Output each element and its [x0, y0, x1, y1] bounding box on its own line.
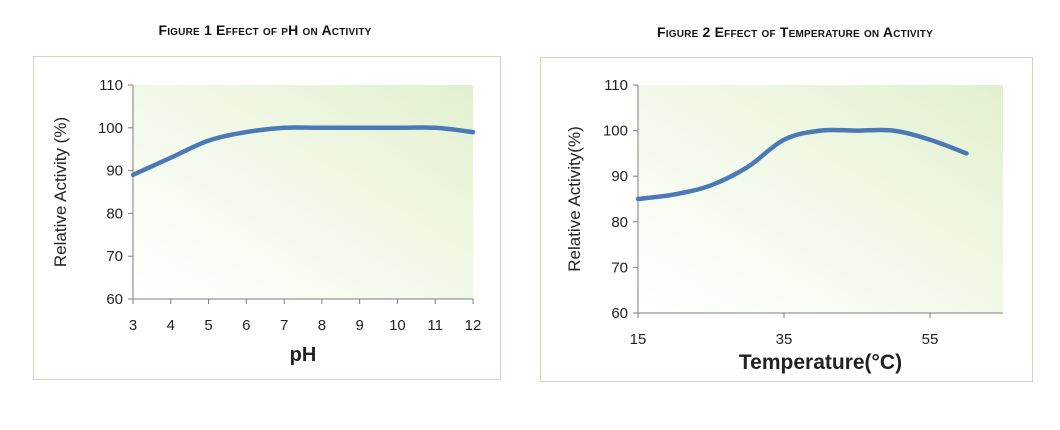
y-tick-label: 90	[106, 163, 123, 180]
x-tick-label: 7	[280, 317, 288, 334]
x-tick-label: 5	[204, 317, 212, 334]
x-axis-title: pH	[290, 344, 317, 366]
y-tick-label: 100	[98, 120, 123, 137]
y-tick-label: 60	[611, 305, 628, 322]
series-line	[635, 127, 969, 202]
x-tick-label: 8	[318, 317, 326, 334]
y-tick-label: 110	[604, 77, 628, 94]
chart-2: 60 70 80 90 100 110 15 35 55 Temperature(°C) Relat…	[565, 77, 1003, 374]
figure-2-title: Figure 2 Effect of Temperature on Activi…	[657, 24, 933, 40]
series-line	[130, 125, 476, 178]
x-tick-label: 55	[922, 331, 939, 348]
y-tick-label: 70	[611, 259, 628, 276]
x-axis-title: Temperature(°C)	[739, 351, 902, 374]
y-tick-label: 60	[106, 291, 123, 308]
y-tick-label: 90	[611, 168, 628, 185]
x-tick-label: 3	[129, 317, 137, 334]
figure-1-title: Figure 1 Effect of pH on Activity	[158, 22, 372, 38]
y-tick-label: 100	[603, 123, 628, 140]
plot-area	[133, 85, 473, 299]
x-tick-label: 11	[427, 317, 443, 334]
x-tick-label: 6	[242, 317, 250, 334]
x-tick-label: 10	[389, 317, 406, 334]
chart-1: 60 70 80 90 100 110 3 4 5 6 7 8 9 10 11 12 pH Relative Ac…	[51, 77, 481, 366]
x-tick-label: 15	[630, 331, 647, 348]
y-tick-label: 80	[611, 214, 628, 231]
x-tick-label: 4	[167, 317, 175, 334]
x-tick-label: 35	[776, 331, 793, 348]
plot-area	[638, 85, 1003, 313]
y-tick-label: 70	[106, 248, 123, 265]
x-tick-label: 9	[355, 317, 363, 334]
x-tick-label: 12	[465, 317, 482, 334]
y-tick-label: 110	[99, 77, 123, 94]
y-axis-title: Relative Activity(%)	[565, 126, 584, 271]
y-tick-label: 80	[106, 205, 123, 222]
y-axis-title: Relative Activity (%)	[51, 117, 70, 267]
